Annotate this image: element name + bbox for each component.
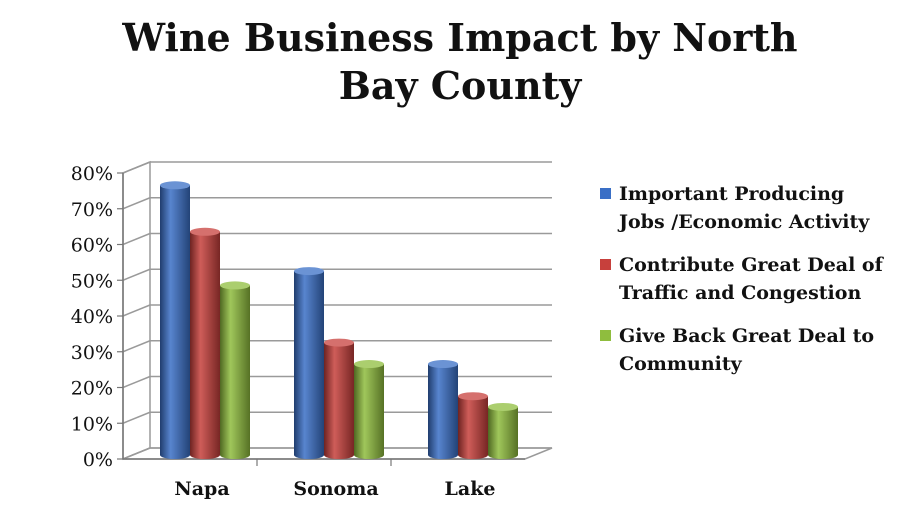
gridline-side xyxy=(122,304,151,317)
y-tick-label: 10% xyxy=(71,413,113,435)
bar-body xyxy=(324,342,354,459)
bar-body xyxy=(488,406,518,459)
y-tick-label: 80% xyxy=(71,163,113,185)
bar-napa-series-2 xyxy=(190,227,220,459)
gridline-side xyxy=(122,197,151,210)
bar-body xyxy=(428,364,458,459)
bar-body xyxy=(160,185,190,460)
bar-napa-series-3 xyxy=(220,281,250,459)
bar-top xyxy=(324,338,354,347)
y-tick-label: 40% xyxy=(71,306,113,328)
gridline-side xyxy=(122,232,151,246)
bar-lake-series-1 xyxy=(428,360,458,459)
gridline-side xyxy=(122,340,151,353)
bar-body xyxy=(354,364,384,459)
gridline-side xyxy=(122,161,151,174)
bar-top xyxy=(428,360,458,369)
bar-top xyxy=(294,267,324,276)
bar-top xyxy=(220,281,250,290)
y-tick-label: 50% xyxy=(71,270,113,292)
bar-body xyxy=(190,231,220,459)
legend-label-traffic: Contribute Great Deal of Traffic and Con… xyxy=(619,254,883,304)
bar-body xyxy=(220,285,250,459)
bar-lake-series-2 xyxy=(458,392,488,459)
bar-lake-series-3 xyxy=(488,402,518,459)
gridline-side xyxy=(122,411,151,424)
legend-item-community: Give Back Great Deal to Community xyxy=(600,322,900,378)
y-tick-label: 0% xyxy=(83,449,113,471)
legend-swatch-traffic xyxy=(600,259,611,270)
gridline-side xyxy=(122,268,151,281)
bar-top xyxy=(458,392,488,401)
legend-swatch-jobs xyxy=(600,188,611,199)
bar-top xyxy=(190,227,220,236)
bar-top xyxy=(354,360,384,369)
legend-label-community: Give Back Great Deal to Community xyxy=(619,325,875,375)
legend-swatch-community xyxy=(600,330,611,341)
x-category-label: Napa xyxy=(174,478,229,500)
chart-title-line-2: Bay County xyxy=(338,63,582,108)
bar-sonoma-series-1 xyxy=(294,267,324,459)
chart-title-line-1: Wine Business Impact by North xyxy=(122,15,798,60)
chart-title: Wine Business Impact by North Bay County xyxy=(0,14,920,110)
y-tick-label: 70% xyxy=(71,199,113,221)
bar-napa-series-1 xyxy=(160,181,190,460)
x-category-label: Lake xyxy=(445,478,496,500)
bar-sonoma-series-3 xyxy=(354,360,384,459)
bar-top xyxy=(160,181,190,190)
legend-item-jobs: Important Producing Jobs /Economic Activ… xyxy=(600,180,900,236)
legend-item-traffic: Contribute Great Deal of Traffic and Con… xyxy=(600,251,900,307)
y-tick-label: 30% xyxy=(71,342,113,364)
legend-label-jobs: Important Producing Jobs /Economic Activ… xyxy=(619,183,870,233)
bar-sonoma-series-2 xyxy=(324,338,354,459)
gridline-side xyxy=(122,447,151,460)
gridline-side xyxy=(122,375,151,389)
bar-body xyxy=(294,271,324,459)
x-category-label: Sonoma xyxy=(293,478,378,500)
y-tick-label: 20% xyxy=(71,378,113,400)
chart-legend: Important Producing Jobs /Economic Activ… xyxy=(600,180,900,393)
bar-top xyxy=(488,402,518,411)
bar-body xyxy=(458,396,488,459)
y-tick-label: 60% xyxy=(71,235,113,257)
